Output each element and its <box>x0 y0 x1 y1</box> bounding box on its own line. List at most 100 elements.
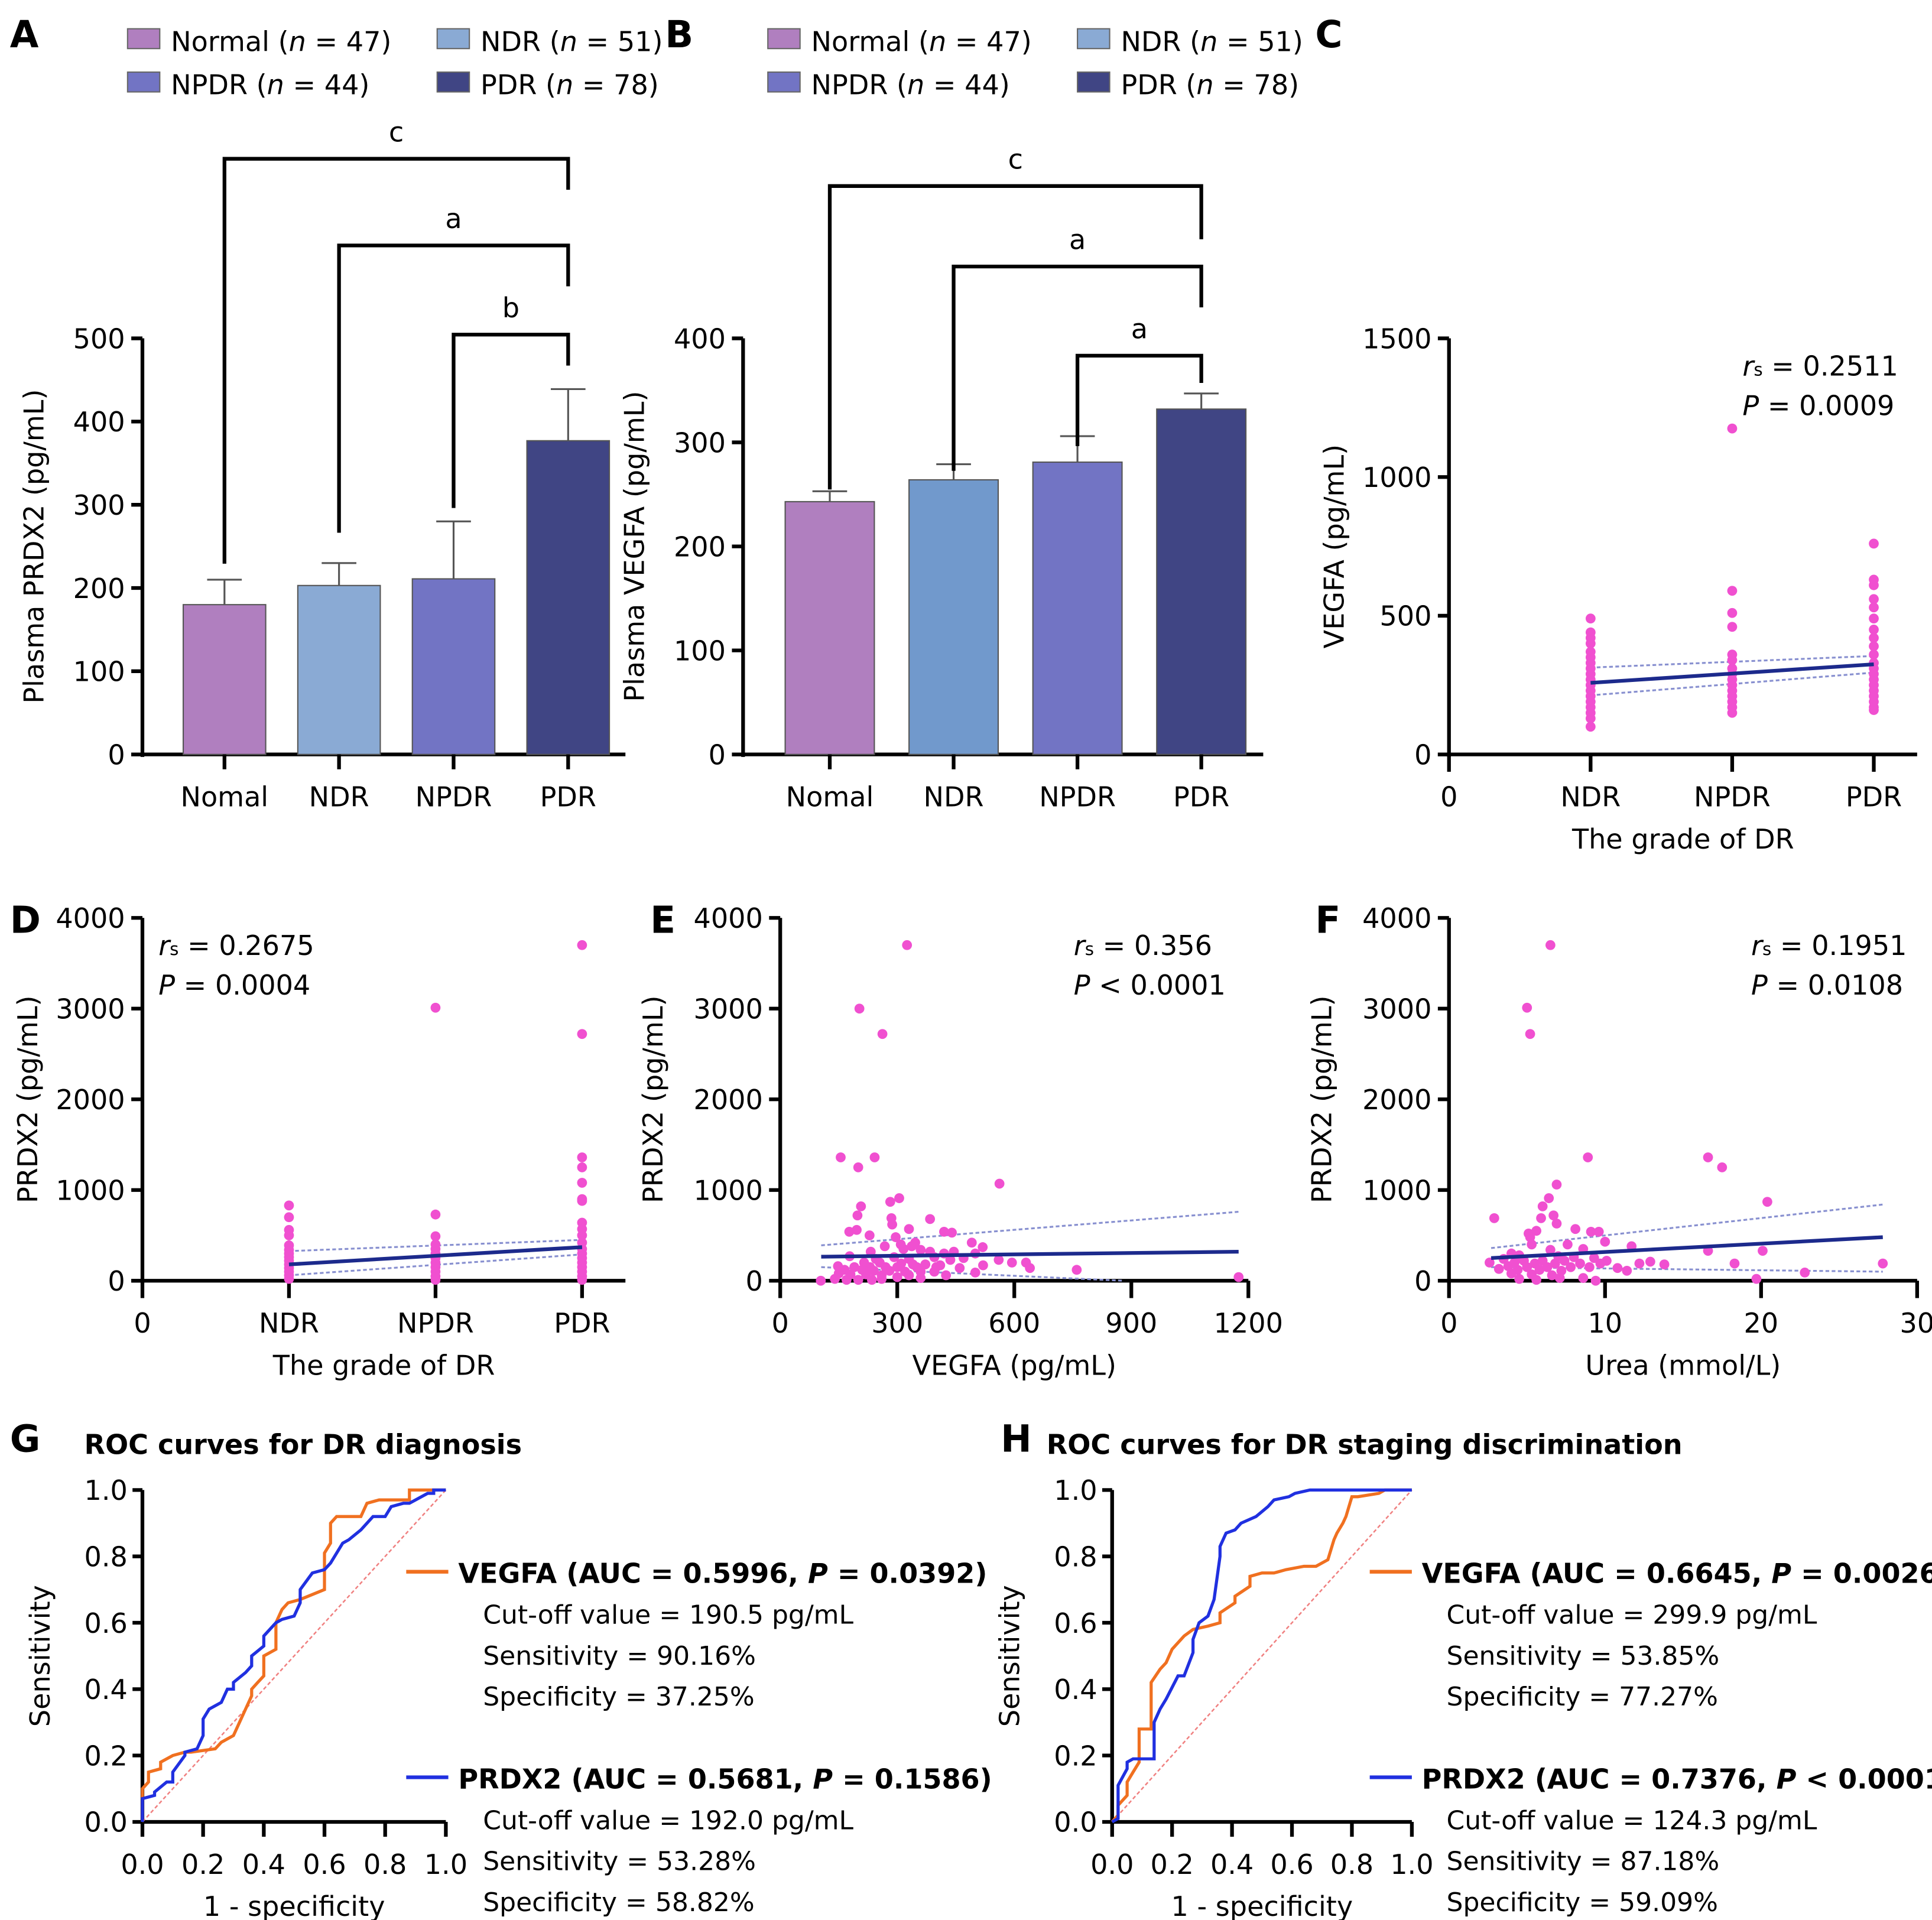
legend-label: NPDR (n = 44) <box>811 69 1010 101</box>
data-point <box>1548 1210 1559 1221</box>
x-tick-label: 0.8 <box>1330 1848 1373 1880</box>
data-point <box>993 1255 1004 1265</box>
significance-bracket: b <box>452 292 570 508</box>
chart-title: ROC curves for DR staging discrimination <box>1047 1429 1683 1461</box>
data-point <box>885 1197 895 1207</box>
ci-upper-line <box>1491 1203 1883 1249</box>
data-point <box>1550 1258 1560 1269</box>
data-point <box>1585 713 1596 724</box>
x-tick-label: 10 <box>1587 1307 1622 1339</box>
data-point <box>284 1200 294 1211</box>
roc-metric: Specificity = 77.27% <box>1447 1682 1718 1712</box>
legend-swatch <box>436 28 470 50</box>
legend-item: PDR (n = 78) <box>436 69 659 101</box>
legend-swatch <box>436 71 470 93</box>
y-axis-title: Sensitivity <box>24 1585 56 1727</box>
data-point <box>1593 1226 1604 1237</box>
rs-annotation: rs = 0.2675 <box>158 930 314 961</box>
y-tick-label: 0.8 <box>1054 1541 1097 1573</box>
data-point <box>939 1226 949 1237</box>
data-point <box>1489 1213 1499 1223</box>
ci-upper-line <box>288 1239 582 1252</box>
y-axis-title: VEGFA (pg/mL) <box>1319 444 1350 648</box>
data-point <box>1727 622 1738 632</box>
data-point <box>884 1265 895 1276</box>
data-point <box>1758 1246 1768 1256</box>
data-point <box>577 1178 587 1188</box>
x-axis-title: The grade of DR <box>272 1349 495 1381</box>
legend-item: NPDR (n = 44) <box>126 69 369 101</box>
y-tick-label: 1000 <box>1362 1175 1431 1207</box>
bracket-line <box>1075 353 1203 446</box>
data-point <box>1622 1265 1632 1276</box>
data-point <box>904 1270 914 1281</box>
legend-swatch <box>767 28 801 50</box>
data-point <box>1869 538 1879 549</box>
data-point <box>907 1241 917 1252</box>
significance-bracket: a <box>952 224 1203 471</box>
data-point <box>915 1273 926 1284</box>
data-point <box>1727 707 1738 718</box>
roc-metric: Sensitivity = 90.16% <box>483 1641 756 1671</box>
data-point <box>1869 594 1879 605</box>
data-point <box>430 1209 441 1220</box>
y-tick-label: 0.2 <box>1054 1740 1097 1772</box>
data-point <box>920 1259 931 1269</box>
x-axis-title: VEGFA (pg/mL) <box>913 1349 1116 1381</box>
roc-annotation: PRDX2 (AUC = 0.7376, P < 0.0001) Cut-off … <box>1369 1763 1932 1918</box>
legend-item: Normal (n = 47) <box>126 25 391 57</box>
legend-item: NDR (n = 51) <box>436 25 663 57</box>
data-point <box>1595 1258 1606 1269</box>
data-point <box>894 1193 904 1203</box>
data-point <box>915 1245 926 1255</box>
significance-label: c <box>1008 143 1023 175</box>
x-tick-label: 1.0 <box>1390 1848 1433 1880</box>
bracket-line <box>452 333 570 508</box>
data-point <box>1585 638 1596 649</box>
x-tick-label: Nomal <box>180 781 268 813</box>
y-tick-label: 1.0 <box>85 1474 128 1506</box>
data-point <box>1559 1256 1570 1266</box>
data-point <box>892 1262 902 1272</box>
data-point <box>577 1195 587 1206</box>
x-tick-label: NDR <box>309 781 369 813</box>
y-tick-label: 3000 <box>1362 993 1431 1025</box>
data-point <box>1527 1239 1537 1250</box>
data-point <box>1869 641 1879 651</box>
y-tick-label: 400 <box>73 406 125 438</box>
data-point <box>970 1268 980 1278</box>
roc-metric: Cut-off value = 299.9 pg/mL <box>1447 1600 1817 1630</box>
data-point <box>891 1232 901 1242</box>
data-point <box>830 1273 840 1284</box>
legend-label: Normal (n = 47) <box>811 25 1032 57</box>
y-tick-label: 0 <box>1414 739 1431 771</box>
data-point <box>1869 705 1879 715</box>
significance-label: c <box>389 116 404 148</box>
data-point <box>1727 655 1738 665</box>
data-point <box>1751 1273 1762 1284</box>
chart-panel-E: 0 1000 2000 3000 4000 PRDX2 (pg/mL) 0 300 600 900… <box>637 902 1283 1381</box>
data-point <box>1659 1259 1670 1269</box>
legend-A: Normal (n = 47) NDR (n = 51) NPDR (n = 44)… <box>126 25 663 101</box>
data-point <box>866 1275 877 1285</box>
ci-lower-line <box>288 1253 583 1276</box>
y-tick-label: 1.0 <box>1054 1474 1097 1506</box>
data-point <box>892 1272 902 1282</box>
data-point <box>844 1226 855 1237</box>
y-tick-label: 100 <box>73 656 125 688</box>
x-tick-label: PDR <box>540 781 596 813</box>
data-point <box>1531 1226 1541 1236</box>
ci-upper-line <box>821 1211 1239 1246</box>
y-tick-label: 0.0 <box>85 1807 128 1838</box>
data-point <box>904 1224 914 1234</box>
data-point <box>577 940 587 950</box>
legend-item: NDR (n = 51) <box>1077 25 1303 57</box>
legend-label: PDR (n = 78) <box>480 69 659 101</box>
x-axis-title: Urea (mmol/L) <box>1585 1349 1781 1381</box>
data-point <box>852 1210 863 1221</box>
x-tick-label: 0.2 <box>1151 1848 1194 1880</box>
data-point <box>978 1260 988 1271</box>
x-tick-label: Nomal <box>786 781 874 813</box>
x-tick-label: 600 <box>988 1307 1040 1339</box>
data-point <box>865 1246 876 1257</box>
